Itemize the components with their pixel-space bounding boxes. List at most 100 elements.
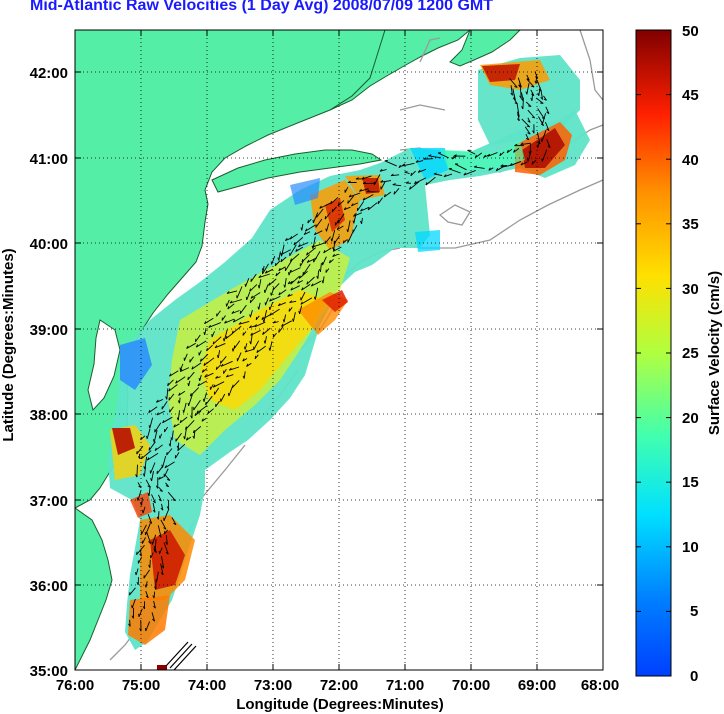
colorbar-tick-label: 5 [690, 603, 698, 620]
velocity-arrow [415, 160, 424, 163]
x-tick-label: 68:00 [581, 677, 619, 694]
velocity-arrow-head [310, 283, 314, 287]
velocity-arrow-head [136, 551, 138, 555]
velocity-arrow-head [162, 420, 165, 424]
velocity-arrow-head [146, 457, 150, 461]
velocity-arrow-head [142, 473, 145, 477]
velocity-arrow-head [164, 465, 167, 469]
velocity-arrow-head [488, 167, 491, 171]
velocity-arrow [165, 475, 171, 481]
velocity-arrow [278, 326, 284, 333]
velocity-arrow [231, 380, 240, 389]
velocity-arrow-head [390, 173, 394, 177]
velocity-arrow-head [303, 231, 307, 235]
velocity-arrow [210, 384, 214, 390]
velocity-arrow [179, 397, 181, 404]
velocity-arrow-head [528, 151, 531, 155]
velocity-arrow-head [283, 284, 286, 288]
velocity-arrow [224, 318, 235, 324]
land-cape-cod [449, 30, 521, 67]
velocity-arrow-head [186, 345, 189, 349]
velocity-arrow [410, 170, 416, 177]
velocity-arrow [281, 320, 292, 327]
velocity-arrow [513, 148, 520, 153]
velocity-arrow-head [332, 247, 335, 251]
velocity-arrow [215, 364, 222, 370]
velocity-arrow [527, 109, 536, 119]
velocity-arrow-head [402, 163, 405, 167]
velocity-arrow-head [144, 584, 147, 588]
velocity-arrow [274, 260, 281, 267]
velocity-arrow [236, 352, 242, 362]
velocity-arrow-head [160, 572, 164, 576]
velocity-arrow-head [177, 447, 180, 451]
colorbar-tick-label: 35 [682, 216, 699, 233]
velocity-arrow-head [257, 285, 260, 289]
velocity-arrow [269, 308, 280, 316]
velocity-arrow [258, 279, 262, 289]
velocity-arrow-head [281, 323, 284, 327]
map-grid [75, 30, 603, 670]
velocity-arrow [195, 340, 207, 348]
velocity-arrow-head [232, 319, 236, 323]
velocity-arrow [520, 161, 528, 166]
velocity-arrow [357, 201, 365, 212]
velocity-arrow [160, 563, 164, 575]
velocity-arrow-head [203, 362, 206, 366]
colorbar-tick-label: 0 [690, 668, 698, 685]
velocity-arrow [352, 224, 358, 233]
velocity-arrow-head [525, 91, 528, 95]
velocity-arrow [300, 297, 313, 305]
velocity-arrow-head [197, 383, 200, 387]
velocity-arrow-head [520, 162, 523, 166]
velocity-arrow [164, 426, 168, 433]
velocity-arrow [448, 168, 461, 174]
velocity-arrow [347, 195, 355, 204]
velocity-arrow-head [392, 183, 396, 186]
velocity-arrow-head [540, 138, 543, 142]
velocity-arrow [443, 173, 453, 178]
velocity-arrow-head [527, 120, 531, 123]
velocity-arrow [141, 497, 143, 506]
velocity-arrow [272, 283, 280, 291]
colorbar-tick-label: 45 [682, 87, 699, 104]
velocity-arrow-head [520, 142, 524, 145]
velocity-arrow [159, 547, 163, 555]
x-tick-label: 72:00 [320, 677, 358, 694]
velocity-arrow-head [152, 500, 156, 504]
velocity-arrow [361, 217, 363, 224]
velocity-arrow-head [359, 188, 362, 192]
velocity-arrow [311, 280, 322, 287]
velocity-arrow-head [537, 141, 541, 145]
velocity-arrow [302, 263, 311, 276]
velocity-arrow [183, 353, 188, 361]
velocity-arrow [454, 163, 467, 171]
land-new-england [329, 30, 471, 111]
velocity-arrow [250, 273, 257, 282]
velocity-arrow [332, 253, 339, 258]
velocity-arrow-head [433, 172, 437, 175]
velocity-arrow-head [152, 439, 155, 443]
velocity-arrow-head [136, 451, 138, 455]
velocity-arrow [333, 235, 340, 245]
velocity-arrow-head [383, 194, 386, 198]
velocity-arrow-head [160, 507, 164, 511]
velocity-arrow [303, 231, 311, 236]
velocity-arrow-head [156, 399, 159, 403]
velocity-arrow-head [261, 316, 264, 320]
velocity-arrow [254, 321, 266, 328]
velocity-arrow [521, 92, 524, 101]
velocity-arrow [526, 83, 530, 95]
velocity-arrow [233, 315, 245, 323]
velocity-arrow-head [277, 257, 280, 261]
velocity-arrow-head [140, 455, 143, 459]
velocity-arrow [152, 502, 156, 513]
velocity-arrow-head [249, 341, 252, 345]
velocity-arrow-head [501, 164, 505, 168]
velocity-arrow-head [297, 280, 300, 284]
colorbar-tick-label: 15 [682, 474, 699, 491]
velocity-arrow [283, 314, 287, 323]
velocity-arrow [188, 394, 193, 407]
velocity-arrow [151, 534, 157, 545]
velocity-arrow-head [531, 161, 534, 165]
